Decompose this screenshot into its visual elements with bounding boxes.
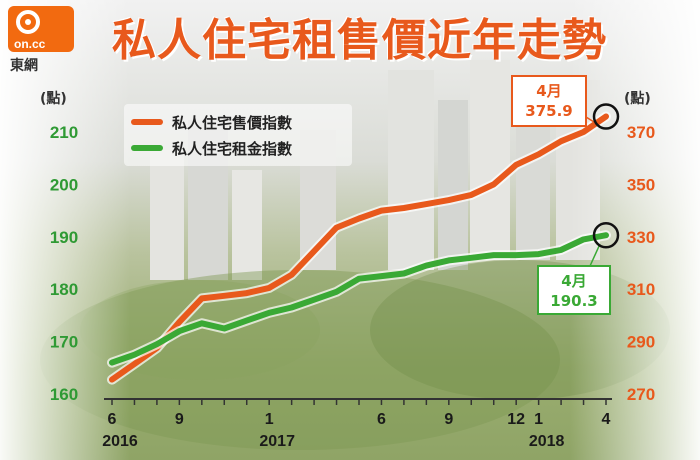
- x-tick-label: 9: [444, 411, 453, 428]
- callout-box: [511, 75, 587, 127]
- logo: on.cc 東網: [8, 6, 80, 75]
- legend-label: 私人住宅售價指數: [171, 114, 292, 132]
- callout-box: [537, 265, 611, 315]
- y-right-tick-label: 330: [627, 228, 655, 247]
- y-axis-left-label: (點): [40, 90, 67, 107]
- x-year-label: 2018: [529, 433, 565, 450]
- x-tick-label: 4: [602, 411, 611, 428]
- y-axis-right: (點) 270 290 310 330 350 370: [624, 90, 655, 404]
- logo-dot: [25, 19, 31, 25]
- callout-month: 4月: [536, 82, 561, 100]
- logo-brand: on.cc: [14, 37, 46, 51]
- x-year-label: 2017: [259, 433, 295, 450]
- rent-index-line: [109, 232, 609, 366]
- legend-label: 私人住宅租金指數: [171, 140, 292, 158]
- x-tick-label: 6: [108, 411, 117, 428]
- y-left-tick-label: 200: [50, 175, 78, 194]
- y-left-tick-label: 190: [50, 228, 78, 247]
- y-left-tick-label: 170: [50, 333, 78, 352]
- y-left-tick-label: 210: [50, 123, 78, 142]
- callout-month: 4月: [561, 272, 586, 290]
- legend-box: [124, 104, 352, 166]
- callout-value: 190.3: [550, 292, 597, 310]
- series-lines: [107, 111, 611, 385]
- y-right-tick-label: 370: [627, 123, 655, 142]
- y-right-tick-label: 290: [627, 333, 655, 352]
- x-axis: 6 2016 9 1 2017 6 9 12 1 2018 4: [102, 398, 612, 450]
- x-year-label: 2016: [102, 433, 138, 450]
- callout-leader: [585, 116, 595, 123]
- x-tick-label: 6: [377, 411, 386, 428]
- y-right-tick-label: 350: [627, 175, 655, 194]
- logo-circle: [16, 10, 40, 34]
- logo-name: 東網: [10, 58, 38, 74]
- y-right-tick-label: 270: [627, 385, 655, 404]
- callout-value: 375.9: [525, 102, 572, 120]
- x-tick-label: 12: [507, 411, 525, 428]
- x-tick-label: 1: [534, 411, 543, 428]
- x-tick-label: 1: [265, 411, 274, 428]
- x-tick-label: 9: [175, 411, 184, 428]
- y-axis-left: (點) 160 170 180 190 200 210: [40, 90, 78, 404]
- y-left-tick-label: 160: [50, 385, 78, 404]
- callout-leader: [589, 243, 601, 267]
- sale-index-line: [109, 113, 609, 383]
- logo-mark: on.cc: [8, 6, 74, 52]
- y-left-tick-label: 180: [50, 280, 78, 299]
- y-axis-right-label: (點): [624, 90, 651, 107]
- endpoint-marker: [592, 221, 620, 249]
- endpoint-marker: [592, 103, 620, 130]
- y-right-tick-label: 310: [627, 280, 655, 299]
- callouts: 4月 375.9 4月 190.3: [511, 75, 620, 315]
- chart-title: 私人住宅租售價近年走勢: [112, 15, 607, 66]
